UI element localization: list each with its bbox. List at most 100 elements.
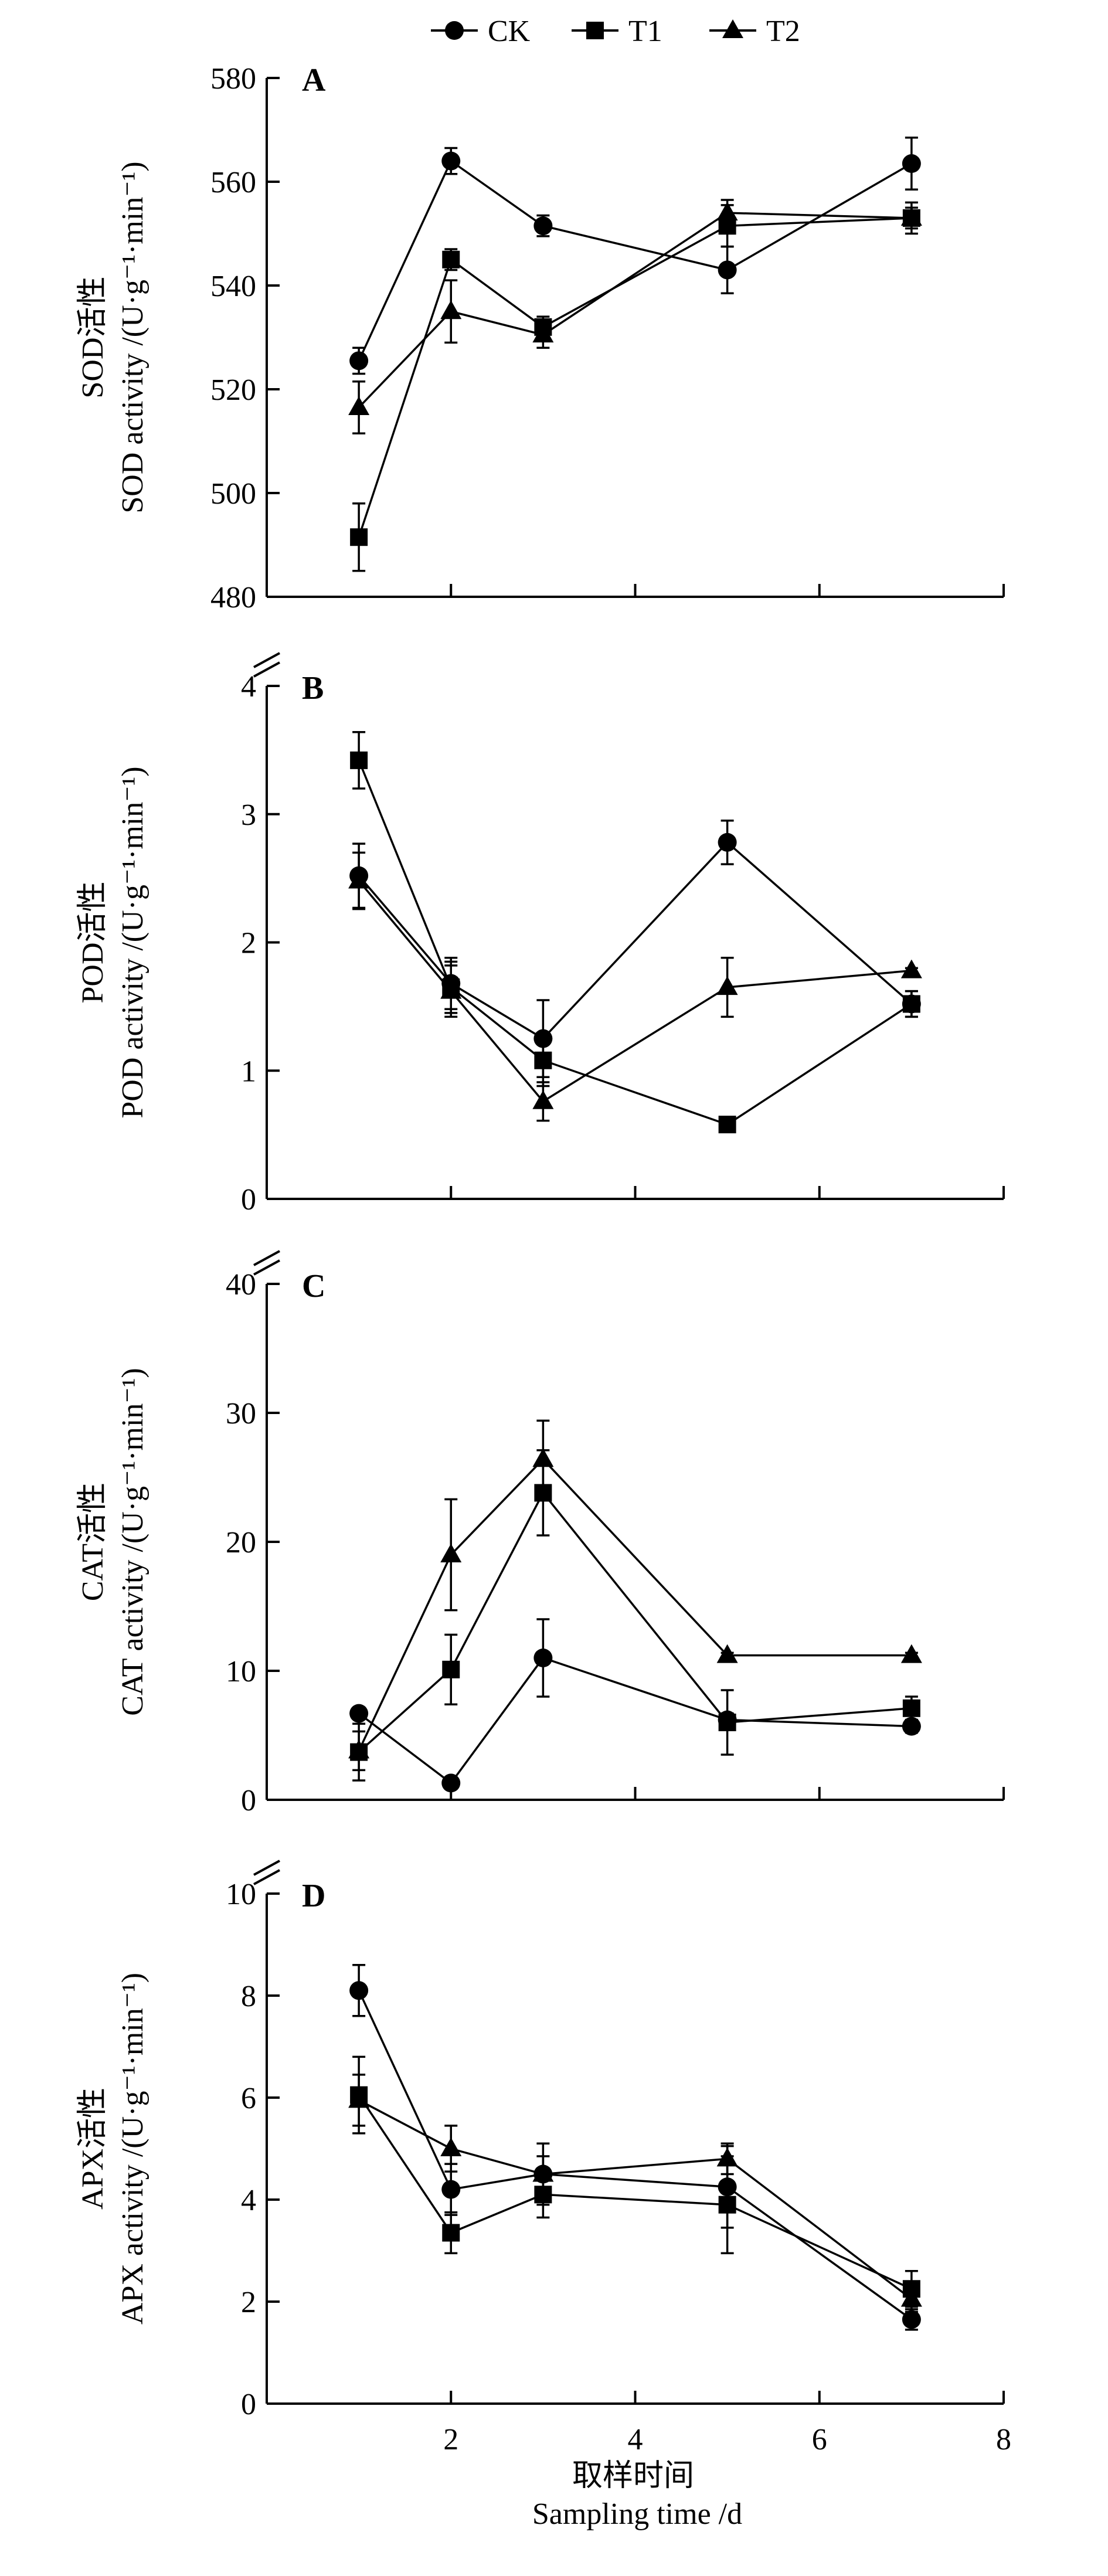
y-axis-label-cn: SOD活性 — [76, 276, 110, 398]
data-point-T1 — [350, 751, 368, 769]
y-tick-label: 0 — [241, 2388, 256, 2421]
y-tick-label: 40 — [226, 1268, 256, 1301]
data-point-CK — [349, 351, 369, 371]
x-tick-label: 4 — [628, 2423, 643, 2456]
series-line-T1 — [358, 1491, 912, 1753]
axis-break-mark — [253, 1259, 280, 1276]
axis-break-mark — [253, 1250, 280, 1266]
data-point-T2 — [716, 1644, 738, 1663]
legend-label-CK: CK — [488, 15, 531, 48]
data-point-T2 — [532, 2163, 554, 2182]
series-CK — [349, 137, 921, 375]
data-point-T1 — [350, 528, 368, 546]
data-point-T2 — [716, 202, 738, 221]
data-point-T1 — [718, 1714, 736, 1731]
data-point-T1 — [534, 1051, 552, 1069]
y-tick-label: 580 — [210, 62, 256, 96]
series-CK — [349, 1964, 921, 2331]
panel-letter: D — [302, 1878, 325, 1914]
data-point-CK — [718, 260, 737, 280]
legend: CK T1 T2 — [431, 15, 800, 48]
data-point-T2 — [348, 396, 370, 415]
y-tick-label: 520 — [210, 373, 256, 407]
y-tick-label: 6 — [241, 2082, 256, 2115]
data-point-CK — [902, 154, 921, 174]
series-T2 — [348, 1419, 922, 1772]
data-point-T2 — [532, 1448, 554, 1467]
data-point-T2 — [900, 2288, 922, 2307]
series-T1 — [350, 731, 920, 1134]
data-point-T1 — [718, 1116, 736, 1134]
panel-D: 0 2 4 6 8 10 2 4 6 8 D APX活性 APX activity /(U·g⁻¹·mi… — [76, 1860, 1011, 2456]
axis-break-mark — [253, 1860, 280, 1876]
series-T2 — [348, 851, 922, 1122]
y-axis-label-en: CAT activity /(U·g⁻¹·min⁻¹) — [116, 1368, 149, 1715]
series-line-T2 — [358, 212, 912, 409]
data-point-CK — [902, 1717, 921, 1736]
x-axis-label-en: Sampling time /d — [532, 2497, 742, 2531]
axis-break-mark — [253, 652, 280, 668]
x-axis: 取样时间 Sampling time /d — [532, 2459, 742, 2531]
data-point-T2 — [348, 1739, 370, 1759]
data-point-T2 — [716, 976, 738, 995]
y-tick-label: 30 — [226, 1397, 256, 1430]
data-point-T2 — [348, 2089, 370, 2108]
data-point-CK — [441, 151, 461, 171]
data-point-CK — [349, 1981, 369, 2000]
y-tick-label: 540 — [210, 270, 256, 303]
data-point-T2 — [716, 2147, 738, 2167]
data-point-T1 — [718, 2196, 736, 2214]
y-tick-label: 0 — [241, 1183, 256, 1216]
y-tick-label: 3 — [241, 798, 256, 832]
y-axis-label-cn: APX活性 — [76, 2088, 110, 2210]
y-tick-label: 4 — [241, 670, 256, 704]
legend-marker-T1 — [586, 22, 604, 39]
data-point-T2 — [900, 959, 922, 978]
data-point-T2 — [900, 206, 922, 226]
data-point-T1 — [442, 1660, 460, 1678]
panel-letter: B — [302, 670, 324, 706]
legend-marker-CK — [445, 21, 464, 40]
data-point-T1 — [902, 995, 920, 1013]
data-point-T2 — [532, 1090, 554, 1109]
x-axis-label-cn: 取样时间 — [572, 2459, 694, 2493]
series-CK — [349, 1618, 921, 1793]
data-point-T2 — [348, 869, 370, 889]
legend-label-T2: T2 — [766, 15, 800, 48]
y-tick-label: 1 — [241, 1055, 256, 1088]
x-tick-label: 6 — [812, 2423, 827, 2456]
data-point-T2 — [440, 980, 462, 999]
y-axis-label-en: APX activity /(U·g⁻¹·min⁻¹) — [116, 1973, 149, 2324]
data-point-CK — [718, 832, 737, 852]
data-point-CK — [533, 216, 553, 236]
series-T1 — [350, 201, 920, 572]
series-line-CK — [358, 841, 913, 1040]
data-point-T1 — [442, 250, 460, 269]
data-point-T2 — [532, 324, 554, 343]
data-point-CK — [533, 1649, 553, 1667]
data-point-T2 — [440, 2137, 462, 2156]
data-point-CK — [349, 1704, 369, 1723]
x-tick-label: 8 — [996, 2423, 1011, 2456]
y-tick-label: 0 — [241, 1784, 256, 1817]
series-line-T1 — [358, 760, 912, 1126]
data-point-T2 — [440, 1544, 462, 1562]
data-point-CK — [441, 2180, 461, 2199]
series-line-T1 — [358, 217, 912, 538]
data-point-CK — [902, 2310, 921, 2329]
data-point-T2 — [440, 300, 462, 320]
x-tick-label: 2 — [443, 2423, 458, 2456]
y-tick-label: 4 — [241, 2184, 256, 2217]
panel-letter: A — [302, 62, 326, 98]
panel-letter: C — [302, 1268, 325, 1304]
series-line-T2 — [358, 1457, 912, 1752]
y-tick-label: 20 — [226, 1526, 256, 1559]
y-tick-label: 560 — [210, 166, 256, 199]
y-tick-label: 2 — [241, 2286, 256, 2319]
axis-break-mark — [253, 661, 280, 678]
series-T1 — [350, 1449, 920, 1782]
legend-label-T1: T1 — [628, 15, 662, 48]
legend-marker-T2 — [722, 19, 743, 38]
y-tick-label: 480 — [210, 581, 256, 614]
